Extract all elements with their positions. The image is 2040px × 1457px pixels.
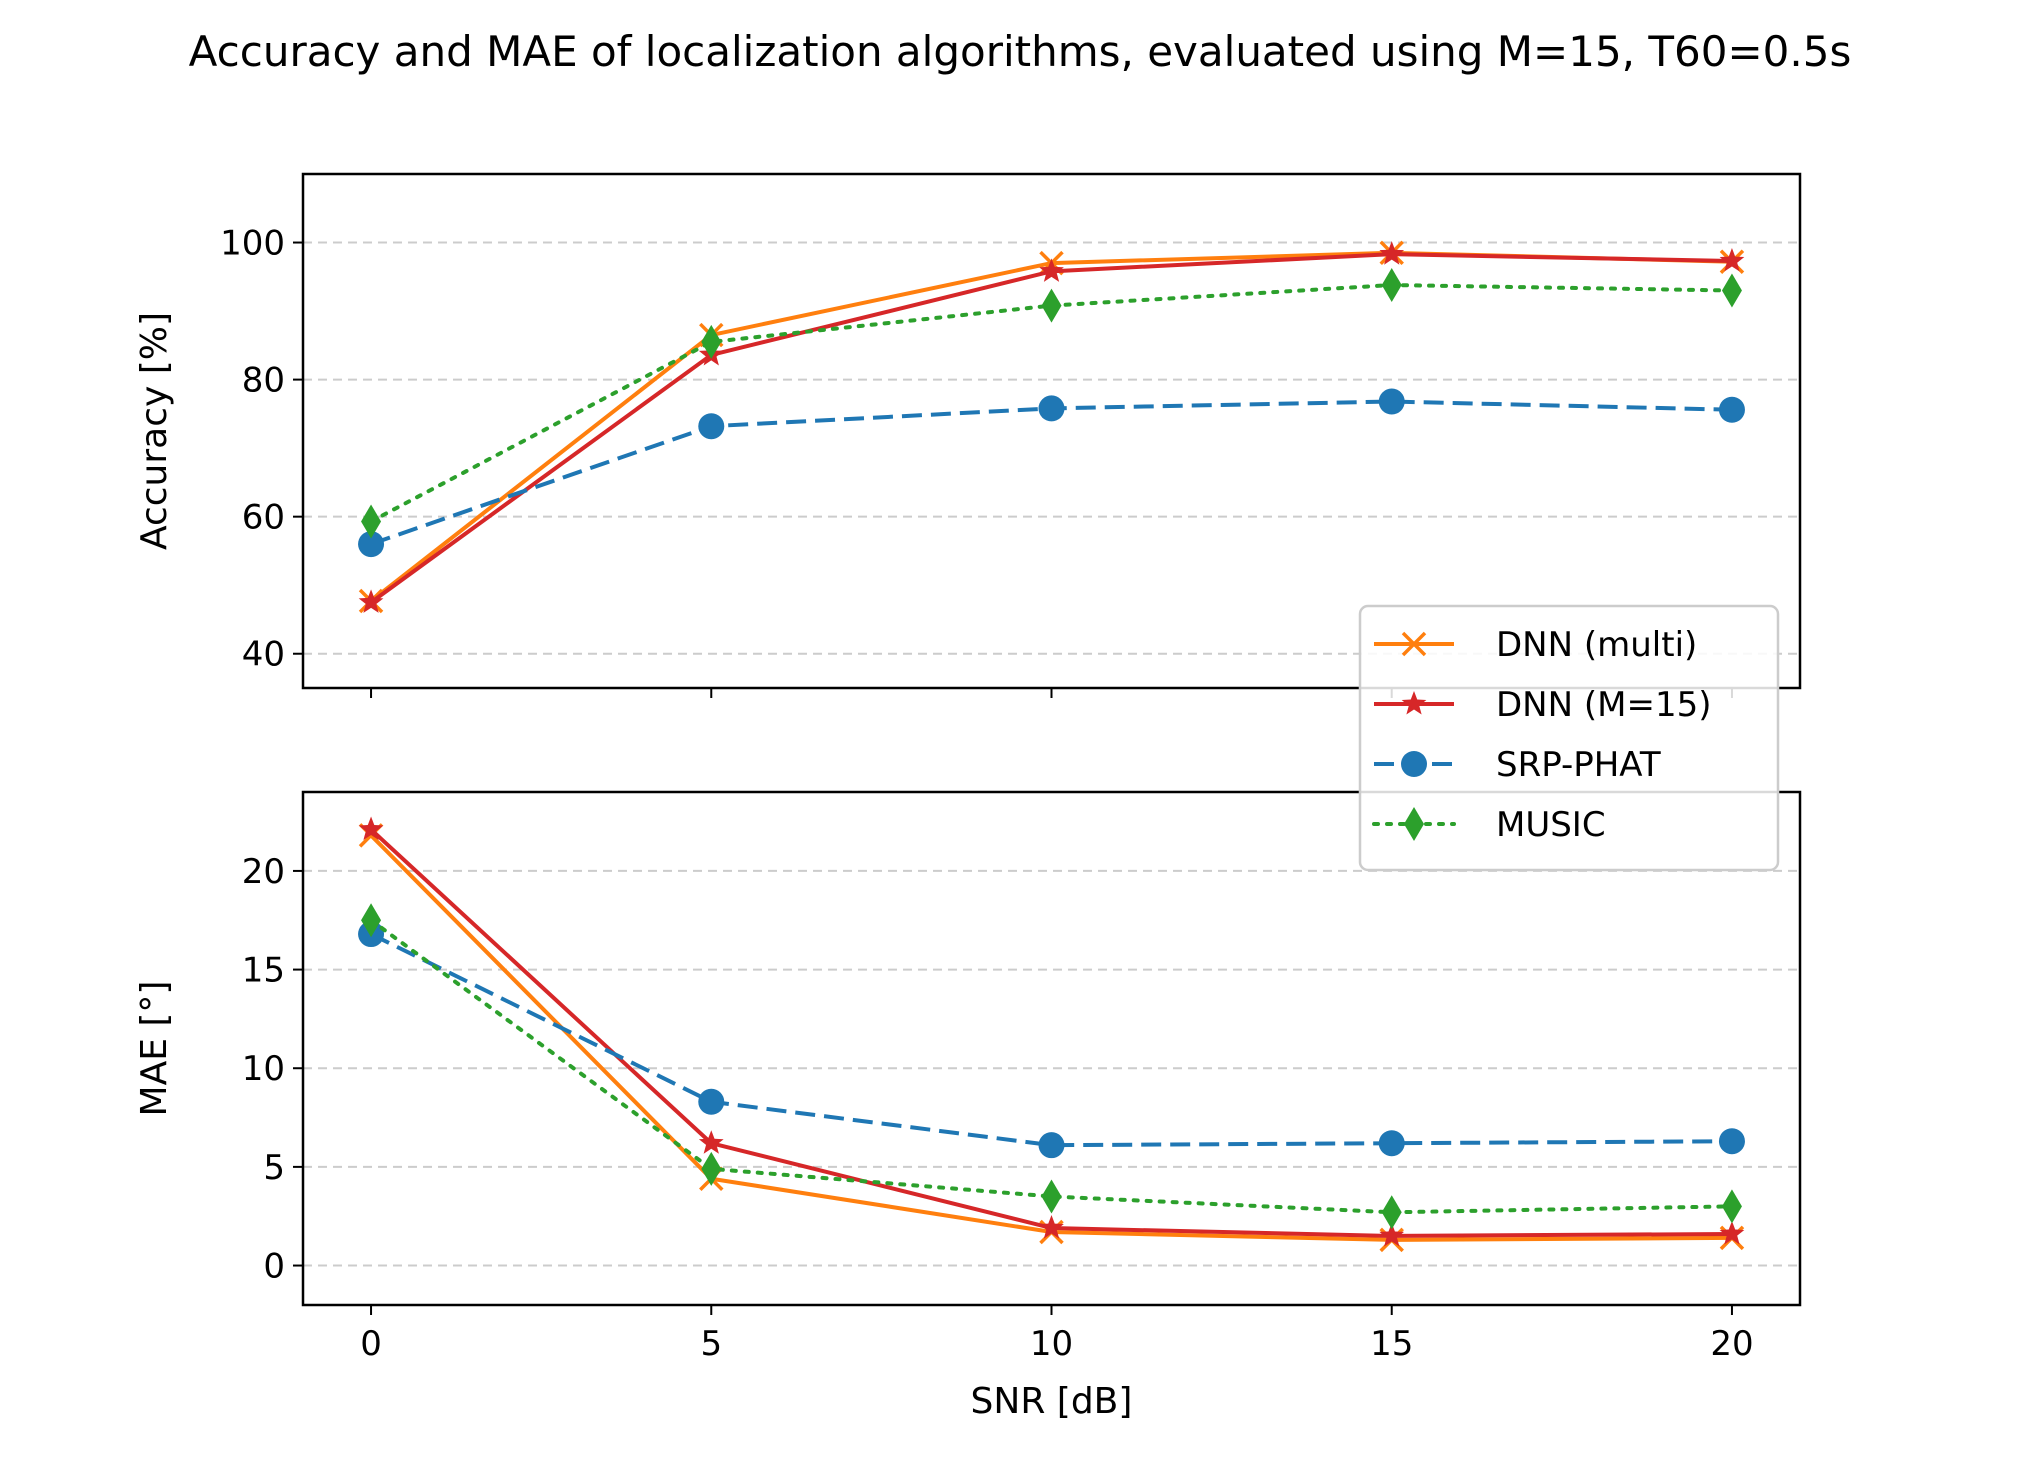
data-point [1041,1179,1062,1214]
legend-label: MUSIC [1496,805,1606,845]
data-point [1718,396,1745,423]
series-music [361,268,1742,539]
y-tick-label: 0 [263,1247,285,1287]
data-point [1038,1132,1065,1159]
data-point [1721,273,1742,308]
legend-marker [1401,691,1427,715]
data-point [1038,395,1065,422]
data-point [358,816,384,841]
data-point [1721,1189,1742,1224]
data-point [1719,1220,1745,1245]
series-dnn-m-15- [358,816,1745,1247]
data-point [698,413,725,440]
x-tick-label: 10 [1030,1324,1073,1364]
data-point [1381,268,1402,303]
data-point [698,1088,725,1115]
data-point [1719,248,1745,272]
legend-label: DNN (multi) [1496,625,1697,665]
axes-frame [301,172,1802,690]
y-tick-label: 60 [242,498,285,538]
data-point [1718,1128,1745,1155]
y-tick-label: 80 [242,361,285,401]
series-line [370,932,1732,1148]
y-axis-label: Accuracy [%] [134,312,175,550]
legend-label: DNN (M=15) [1496,685,1711,725]
y-tick-label: 40 [242,635,285,675]
legend-entry: DNN (multi) [1374,625,1697,665]
data-point [1379,241,1405,265]
x-axis-label: SNR [dB] [971,1381,1133,1422]
legend-entry: DNN (M=15) [1374,685,1711,725]
data-point [701,1151,722,1186]
mae-panel: 0 5 10 15 20 0 5 10 15 20 MAE [°] SNR [dB] [134,790,1802,1422]
data-point [1378,1130,1405,1157]
y-tick-label: 10 [242,1049,285,1089]
data-point [361,504,382,539]
series-music [361,903,1742,1230]
legend-label: SRP-PHAT [1496,745,1661,785]
data-point [1379,1222,1405,1247]
legend-entry: SRP-PHAT [1374,745,1661,785]
legend-entry: MUSIC [1372,805,1606,845]
data-point [1039,1215,1064,1239]
y-axis-label: MAE [°] [134,981,175,1117]
data-point [1378,388,1405,415]
x-tick-label: 5 [700,1324,722,1364]
data-point [361,903,382,938]
data-point [358,589,384,613]
y-tick-label: 5 [263,1148,285,1188]
figure-title: Accuracy and MAE of localization algorit… [189,27,1852,76]
data-point [701,324,722,359]
data-point [358,531,385,558]
data-point [1381,1195,1402,1230]
legend-marker [1401,751,1427,777]
series-srp-phat [358,388,1745,558]
data-point [1041,288,1062,323]
data-point [698,1130,724,1154]
y-tick-label: 15 [242,951,285,991]
x-tick-label: 0 [360,1324,382,1364]
legend-frame [1358,604,1780,872]
legend: DNN (multi) DNN (M=15) SRP-PHAT MUSIC [1358,604,1780,872]
axes-frame [301,790,1802,1307]
x-tick-label: 15 [1370,1324,1413,1364]
data-point [1039,258,1064,282]
x-tick-label: 20 [1710,1324,1753,1364]
y-tick-label: 20 [242,852,285,892]
y-tick-label: 100 [220,224,285,264]
legend-marker [1404,807,1424,841]
legend-marker [1401,631,1427,657]
